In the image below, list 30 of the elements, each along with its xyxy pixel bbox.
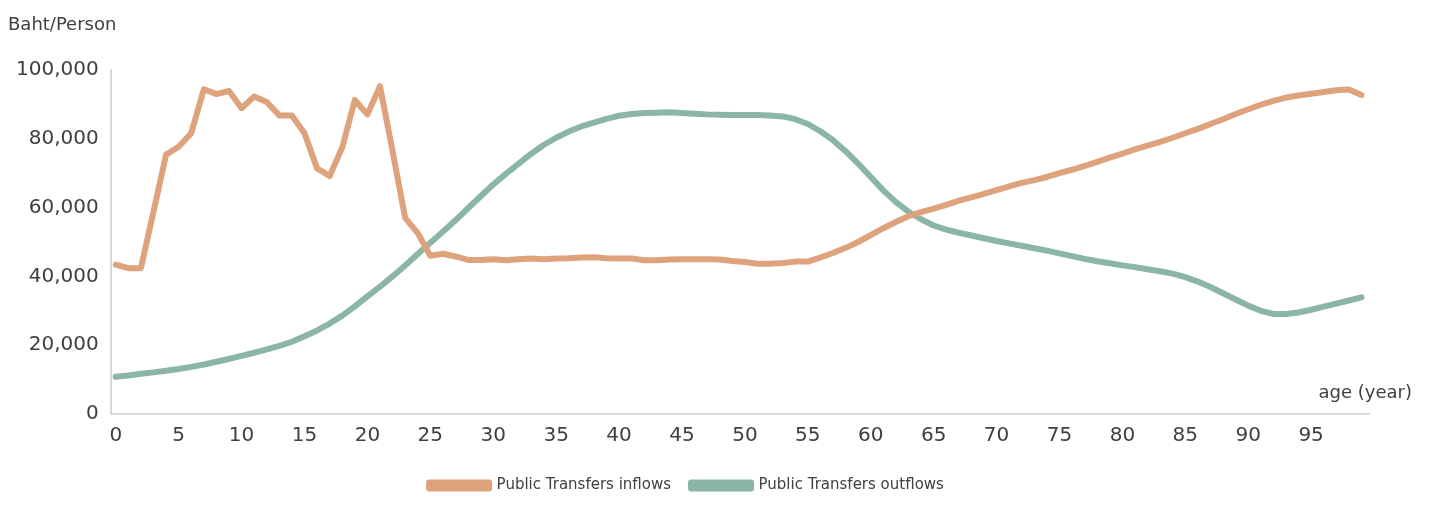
x-tick-label: 95 [1298, 422, 1324, 447]
x-tick-label: 90 [1235, 422, 1261, 447]
legend-label: Public Transfers outflows [758, 475, 945, 494]
x-axis-title: age (year) [1318, 380, 1412, 402]
x-tick-label: 40 [606, 422, 632, 447]
x-tick-label: 70 [983, 422, 1010, 447]
y-axis-title: Baht/Person [8, 13, 117, 34]
x-tick-label: 80 [1109, 422, 1136, 447]
x-tick-label: 60 [857, 422, 884, 447]
y-tick-label: 0 [85, 400, 99, 425]
x-tick-label: 0 [109, 422, 123, 447]
x-tick-label: 20 [354, 422, 381, 447]
legend-label: Public Transfers inflows [496, 475, 672, 494]
x-tick-label: 45 [669, 422, 695, 447]
x-tick-label: 85 [1172, 422, 1199, 447]
y-tick-label: 60,000 [28, 193, 99, 218]
x-tick-label: 30 [480, 422, 506, 447]
y-tick-label: 20,000 [28, 331, 99, 356]
y-tick-label: 40,000 [28, 262, 99, 287]
x-tick-label: 75 [1046, 422, 1073, 447]
x-tick-label: 10 [228, 422, 255, 447]
x-tick-label: 35 [543, 422, 569, 447]
x-tick-label: 5 [172, 422, 186, 447]
x-tick-label: 15 [291, 422, 318, 447]
x-tick-label: 25 [417, 422, 444, 447]
x-tick-label: 50 [732, 422, 758, 447]
y-tick-label: 100,000 [15, 56, 99, 81]
y-tick-label: 80,000 [28, 125, 99, 149]
x-tick-label: 65 [920, 422, 947, 447]
x-tick-label: 55 [795, 422, 821, 447]
